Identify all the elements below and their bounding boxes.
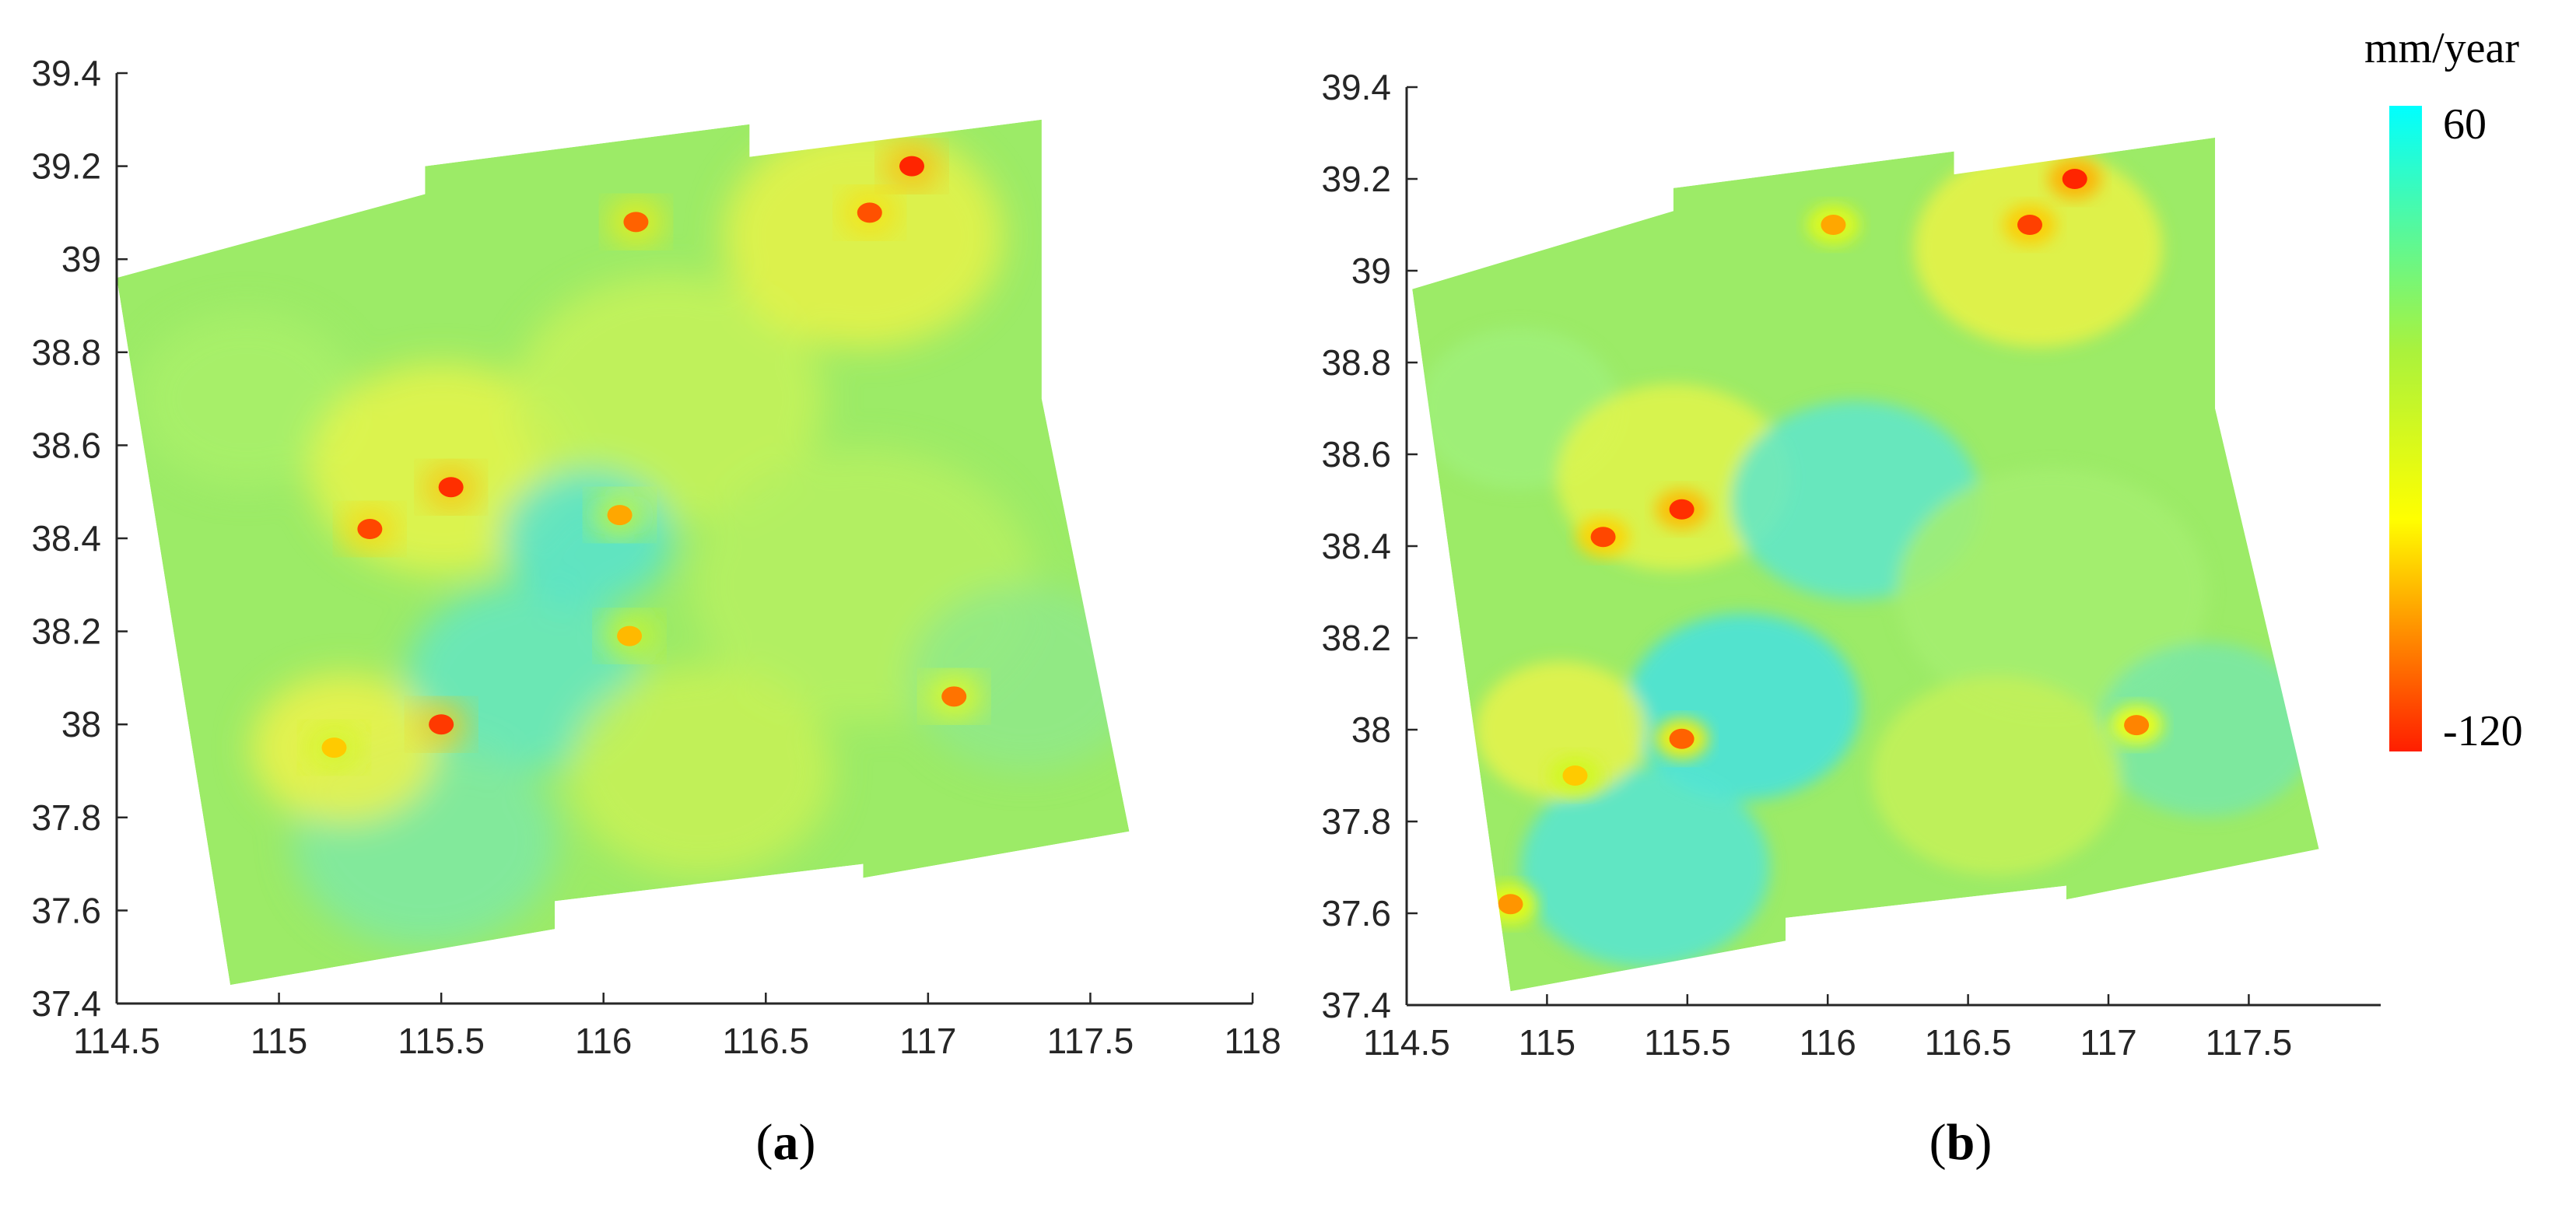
- panel-a-deformation-map: [117, 119, 1130, 986]
- subsidence-hotspot-b-2: [1655, 489, 1709, 530]
- subsidence-hotspot-a-5: [415, 704, 468, 745]
- x-tick-label-a-5: 117: [899, 1021, 956, 1061]
- y-tick-label-a-10: 37.4: [31, 983, 101, 1024]
- y-tick-label-b-8: 37.8: [1321, 801, 1391, 842]
- x-tick-label-b-0: 114.5: [1363, 1022, 1450, 1063]
- panel-b-deformation-map: [1412, 137, 2319, 992]
- regional-patch-b-3: [1520, 768, 1770, 967]
- y-tick-label-a-0: 39.4: [31, 53, 101, 93]
- y-tick-label-b-7: 38: [1351, 709, 1391, 750]
- regional-patch-a-7: [909, 584, 1130, 772]
- subsidence-hotspot-b-1: [2003, 205, 2056, 245]
- subsidence-hotspot-a-9: [307, 727, 361, 769]
- subsidence-hotspot-a-8: [603, 615, 657, 657]
- svg-text:(b): (b): [1929, 1114, 1992, 1171]
- y-tick-label-b-2: 39: [1351, 250, 1391, 291]
- y-tick-label-a-2: 39: [61, 239, 101, 279]
- x-tick-label-a-6: 117.5: [1047, 1021, 1134, 1061]
- colorbar-max-label: 60: [2443, 100, 2487, 149]
- regional-patch-b-8: [1871, 676, 2121, 875]
- regional-patch-a-8: [568, 665, 833, 877]
- colorbar: mm/year 60 -120: [2364, 24, 2523, 755]
- x-tick-label-a-0: 114.5: [73, 1021, 160, 1061]
- y-tick-label-a-8: 37.8: [31, 797, 101, 838]
- subsidence-hotspot-b-5: [2110, 705, 2164, 746]
- y-tick-label-a-9: 37.6: [31, 890, 101, 930]
- x-tick-label-a-4: 116.5: [722, 1021, 809, 1061]
- x-tick-label-a-7: 118: [1224, 1021, 1281, 1061]
- subsidence-hotspot-b-0: [2048, 159, 2101, 199]
- subsidence-hotspot-a-1: [843, 192, 896, 233]
- regional-patch-a-9: [501, 470, 673, 607]
- regional-patch-a-6: [723, 124, 1004, 349]
- y-tick-label-b-4: 38.6: [1321, 434, 1391, 475]
- y-tick-label-a-7: 38: [61, 704, 101, 744]
- subsidence-hotspot-b-3: [1576, 517, 1630, 558]
- y-tick-label-a-3: 38.8: [31, 332, 101, 373]
- caption-a: (a): [756, 1114, 816, 1171]
- panel-a-axes: 114.5 115 115.5 116 116.5 117 117.5 118 39.4 39.2…: [31, 53, 1281, 1061]
- x-tick-label-b-5: 117: [2080, 1022, 2136, 1063]
- subsidence-hotspot-b-7: [1484, 884, 1537, 925]
- y-tick-label-b-1: 39.2: [1321, 159, 1391, 199]
- subsidence-hotspot-a-4: [343, 509, 397, 550]
- regional-patch-b-7: [2098, 643, 2316, 817]
- subsidence-hotspot-b-6: [1807, 205, 1860, 245]
- y-tick-label-b-6: 38.2: [1321, 618, 1391, 658]
- x-tick-label-b-3: 116: [1800, 1022, 1856, 1063]
- x-tick-label-a-3: 116: [575, 1021, 632, 1061]
- regional-patch-b-5: [1896, 468, 2208, 716]
- x-tick-label-b-6: 117.5: [2206, 1022, 2293, 1063]
- y-tick-label-b-3: 38.8: [1321, 342, 1391, 383]
- y-tick-label-b-9: 37.6: [1321, 893, 1391, 934]
- y-tick-label-a-5: 38.4: [31, 518, 101, 559]
- y-tick-label-b-10: 37.4: [1321, 985, 1391, 1025]
- panel-b-chart: 114.5 115 115.5 116 116.5 117 117.5 39.4 39.2 39 3…: [1321, 67, 2381, 1063]
- y-tick-label-b-5: 38.4: [1321, 526, 1391, 566]
- colorbar-min-label: -120: [2443, 707, 2523, 755]
- subsidence-hotspot-a-3: [424, 467, 478, 508]
- subsidence-hotspot-a-6: [927, 676, 981, 717]
- regional-patch-a-0: [137, 311, 356, 486]
- caption-b: (b): [1929, 1114, 1992, 1171]
- colorbar-gradient: [2389, 106, 2422, 751]
- colorbar-unit: mm/year: [2364, 24, 2519, 72]
- y-tick-label-a-1: 39.2: [31, 146, 101, 187]
- panel-b-axes: 114.5 115 115.5 116 116.5 117 117.5 39.4 39.2 39 3…: [1321, 67, 2381, 1063]
- regional-patch-a-4: [513, 274, 825, 524]
- regional-patch-b-9: [1475, 661, 1647, 798]
- subsidence-hotspot-a-2: [609, 201, 663, 243]
- x-tick-label-a-1: 115: [251, 1021, 307, 1061]
- caption-a-letter: a: [773, 1114, 799, 1171]
- subsidence-hotspot-a-0: [885, 145, 938, 187]
- subsidence-hotspot-b-4: [1655, 718, 1709, 759]
- caption-b-letter: b: [1947, 1114, 1975, 1171]
- regional-patch-b-6: [1913, 148, 2163, 348]
- x-tick-label-b-4: 116.5: [1925, 1022, 2012, 1063]
- panel-a-chart: 114.5 115 115.5 116 116.5 117 117.5 118 39.4 39.2…: [31, 53, 1281, 1061]
- x-tick-label-a-2: 115.5: [398, 1021, 485, 1061]
- y-tick-label-b-0: 39.4: [1321, 67, 1391, 107]
- svg-text:(a): (a): [756, 1114, 816, 1171]
- subsidence-hotspot-a-7: [593, 495, 647, 536]
- y-tick-label-a-4: 38.6: [31, 425, 101, 465]
- y-tick-label-a-6: 38.2: [31, 611, 101, 652]
- subsidence-hotspot-b-8: [1548, 755, 1602, 796]
- x-tick-label-b-2: 115.5: [1644, 1022, 1731, 1063]
- x-tick-label-b-1: 115: [1519, 1022, 1575, 1063]
